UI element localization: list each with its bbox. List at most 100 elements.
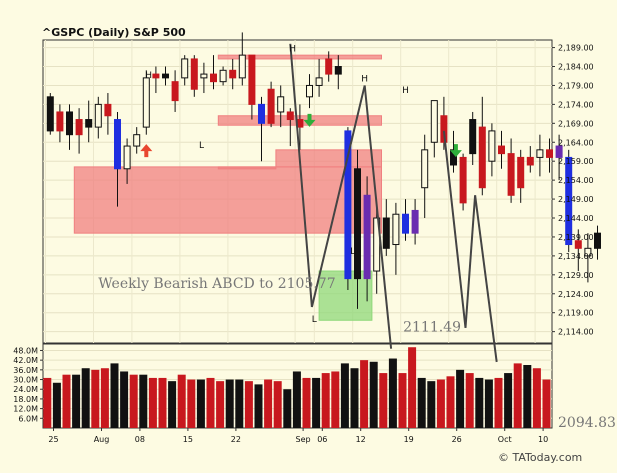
volume-tick-label: 6.0M — [18, 414, 38, 423]
price-zone — [275, 149, 382, 168]
candle-body — [517, 156, 525, 189]
volume-bar — [196, 379, 205, 428]
volume-bar — [350, 368, 359, 428]
volume-bar — [408, 347, 417, 428]
price-tick-label: 2,119.00 — [558, 309, 594, 318]
candle-body — [286, 111, 294, 121]
candlesticks — [46, 32, 601, 309]
candle-body — [363, 194, 371, 280]
volume-bar — [427, 381, 436, 428]
volume-bar — [168, 381, 177, 428]
date-tick-label: Sep — [296, 435, 311, 444]
volume-bar — [100, 368, 109, 428]
volume-bar — [475, 377, 484, 428]
date-tick-label: Oct — [498, 435, 512, 444]
candle-body — [133, 134, 141, 147]
abcd-line — [310, 85, 366, 308]
price-tick-label: 2,159.00 — [558, 157, 594, 166]
volume-bar — [340, 363, 349, 428]
price-tick-label: 2,134.00 — [558, 252, 594, 261]
volume-bar — [81, 368, 90, 428]
volume-bar — [120, 371, 129, 428]
volume-bar — [62, 374, 71, 428]
volume-bar — [504, 373, 513, 428]
volume-tick-label: 24.0M — [13, 385, 38, 394]
up-arrow-icon — [140, 144, 153, 158]
date-tick-label: 15 — [183, 435, 193, 444]
volume-bar — [244, 381, 253, 428]
volume-bar — [369, 361, 378, 428]
volume-bar — [129, 374, 138, 428]
volume-bar — [91, 369, 100, 428]
pivot-label: L — [350, 247, 355, 257]
candle-body — [277, 96, 285, 113]
candle-body — [334, 66, 342, 75]
volume-bar — [513, 363, 522, 428]
price-tick-label: 2,129.00 — [558, 271, 594, 280]
price-zone — [217, 54, 382, 60]
volume-bar — [283, 389, 292, 428]
pivot-label: H — [402, 86, 409, 96]
volume-bar — [254, 384, 263, 428]
volume-bar — [264, 379, 273, 428]
candle-body — [325, 58, 333, 75]
candle-body — [574, 240, 582, 249]
candle-body — [123, 145, 131, 170]
date-tick-label: 22 — [231, 435, 241, 444]
candle-body — [248, 54, 256, 105]
candle-body — [344, 130, 352, 280]
pivot-labels: H L H L H L H — [145, 44, 409, 325]
volume-bar — [465, 373, 474, 428]
candle-body — [421, 149, 429, 189]
candle-body — [229, 69, 237, 79]
candle-body — [219, 69, 227, 83]
credit-text: © TAToday.com — [498, 451, 582, 464]
volume-bar — [542, 379, 551, 428]
abcd-lines — [289, 43, 498, 363]
candle-body — [142, 77, 150, 128]
candle-body — [94, 103, 102, 128]
date-tick-label: Aug — [94, 435, 110, 444]
abcd-line — [289, 43, 313, 308]
candle-body — [440, 115, 448, 143]
candle-body — [382, 217, 390, 249]
volume-bar — [43, 377, 52, 428]
candle-body — [114, 119, 121, 170]
volume-bar — [158, 377, 167, 428]
volume-tick-label: 12.0M — [13, 405, 38, 414]
annotations: Weekly Bearish ABCD to 2105.77 2111.49 209… — [98, 276, 616, 431]
volume-bar — [235, 379, 244, 428]
signal-arrows — [140, 113, 462, 158]
price-tick-label: 2,124.00 — [558, 290, 594, 299]
volume-bar — [456, 369, 465, 428]
volume-bar — [187, 379, 196, 428]
candle-body — [488, 130, 496, 162]
price-tick-label: 2,169.00 — [558, 119, 594, 128]
candle-body — [354, 168, 361, 280]
price-tick-label: 2,154.00 — [558, 176, 594, 185]
abcd-line — [474, 195, 498, 363]
candle-body — [507, 153, 515, 196]
volume-bar — [312, 377, 321, 428]
candle-body — [584, 247, 592, 257]
volume-bar — [177, 374, 186, 428]
candle-body — [555, 145, 563, 158]
candle-body — [469, 119, 477, 155]
volume-bar — [216, 381, 225, 428]
date-tick-label: 06 — [317, 435, 327, 444]
candle-body — [536, 149, 544, 158]
volume-bar — [321, 373, 330, 428]
volume-bar — [523, 365, 532, 428]
candle-body — [200, 73, 208, 79]
chart-title: ^GSPC (Daily) S&P 500 — [42, 26, 186, 39]
price-tick-label: 2,164.00 — [558, 138, 594, 147]
volume-bar — [446, 376, 455, 428]
candle-body — [85, 119, 93, 128]
candle-body — [267, 88, 275, 124]
volume-bar — [273, 381, 282, 428]
price-zone — [73, 166, 383, 234]
candle-body — [258, 103, 265, 124]
